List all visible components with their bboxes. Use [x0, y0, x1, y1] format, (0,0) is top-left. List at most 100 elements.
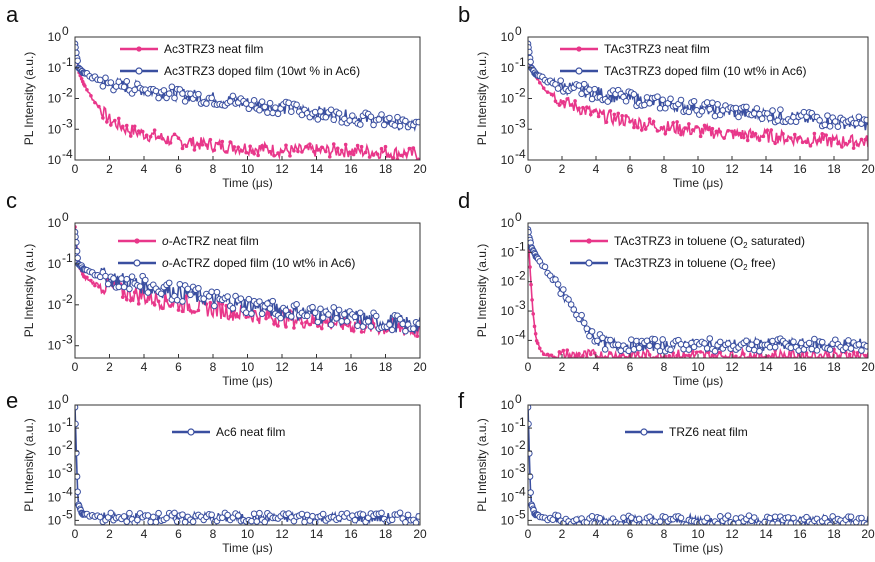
data-point	[588, 328, 596, 335]
data-point	[683, 353, 687, 358]
data-point	[156, 135, 161, 140]
data-point	[834, 123, 842, 130]
x-tick-label: 2	[106, 360, 113, 374]
data-point	[256, 106, 263, 114]
x-tick-label: 6	[627, 360, 634, 374]
data-point	[557, 103, 562, 107]
data-point	[261, 518, 269, 525]
data-point	[277, 314, 284, 322]
data-point	[711, 112, 719, 120]
data-point	[863, 342, 868, 350]
data-point	[123, 275, 131, 283]
data-point	[367, 155, 372, 159]
data-point	[371, 153, 376, 157]
x-tick-label: 6	[175, 162, 182, 176]
data-point	[410, 325, 417, 333]
data-point	[351, 152, 356, 157]
data-point	[179, 90, 186, 97]
data-point	[561, 100, 566, 104]
legend-marker	[136, 46, 142, 52]
data-point	[842, 344, 850, 351]
data-point	[528, 450, 533, 457]
data-point	[242, 309, 250, 317]
data-point	[573, 355, 577, 358]
data-point	[303, 312, 311, 320]
x-tick-label: 12	[725, 360, 739, 374]
data-point	[351, 313, 359, 321]
data-point	[155, 509, 162, 517]
data-point	[308, 322, 312, 327]
data-point	[355, 143, 360, 148]
data-point	[528, 228, 532, 236]
data-point	[537, 346, 542, 351]
data-point	[272, 104, 279, 111]
data-point	[132, 124, 137, 129]
y-axis-label: PL Intensity (a.u.)	[22, 244, 36, 338]
data-point	[795, 347, 802, 354]
data-point	[402, 327, 409, 335]
y-tick-exponent: -3	[515, 116, 526, 130]
data-point	[757, 138, 762, 142]
legend-entry: TAc3TRZ3 in toluene (O2 free)	[614, 256, 776, 272]
data-point	[142, 276, 149, 284]
plot-area	[528, 405, 868, 525]
data-point	[276, 324, 280, 328]
x-tick-label: 10	[691, 360, 705, 374]
x-tick-label: 14	[759, 527, 773, 541]
data-point	[359, 330, 364, 334]
data-point	[702, 123, 707, 128]
data-point	[89, 278, 93, 283]
data-point	[647, 353, 652, 357]
data-point	[304, 145, 308, 149]
data-point	[847, 513, 855, 521]
data-point	[236, 314, 241, 319]
data-point	[612, 112, 617, 117]
data-point	[585, 105, 589, 109]
data-point	[706, 335, 714, 342]
data-point	[863, 353, 868, 358]
x-tick-label: 16	[793, 162, 807, 176]
data-point	[769, 107, 776, 114]
data-point	[765, 128, 770, 133]
data-point	[200, 142, 205, 147]
data-point	[537, 80, 542, 85]
plot-area	[75, 225, 420, 339]
data-point	[714, 520, 721, 525]
data-point	[628, 336, 635, 343]
data-point	[93, 100, 97, 105]
legend-marker	[134, 238, 140, 244]
data-point	[180, 309, 185, 314]
data-point	[327, 155, 332, 159]
x-axis-label: Time (μs)	[673, 176, 723, 190]
y-tick-exponent: -2	[62, 292, 73, 306]
x-tick-label: 16	[344, 360, 358, 374]
data-point	[75, 233, 79, 241]
data-point	[280, 149, 284, 154]
data-point	[128, 298, 133, 303]
data-point	[160, 306, 165, 311]
y-tick-label: 10	[501, 153, 515, 167]
data-point	[327, 106, 335, 114]
data-point	[388, 326, 396, 334]
data-point	[240, 149, 244, 153]
x-tick-label: 18	[827, 162, 841, 176]
y-tick-exponent: -3	[62, 461, 73, 475]
data-point	[292, 326, 296, 330]
data-point	[588, 513, 596, 520]
data-point	[195, 285, 202, 292]
data-point	[667, 127, 672, 132]
y-tick-exponent: -1	[62, 415, 73, 429]
x-tick-label: 18	[827, 360, 841, 374]
y-tick-exponent: -1	[515, 415, 526, 429]
data-point	[152, 518, 160, 525]
data-point	[577, 106, 581, 111]
data-point	[300, 150, 304, 154]
data-point	[330, 116, 338, 124]
data-point	[229, 92, 237, 100]
x-tick-label: 18	[379, 162, 393, 176]
plot-frame	[527, 404, 869, 526]
y-tick-exponent: -3	[515, 461, 526, 475]
legend-entry: Ac3TRZ3 neat film	[164, 42, 263, 56]
